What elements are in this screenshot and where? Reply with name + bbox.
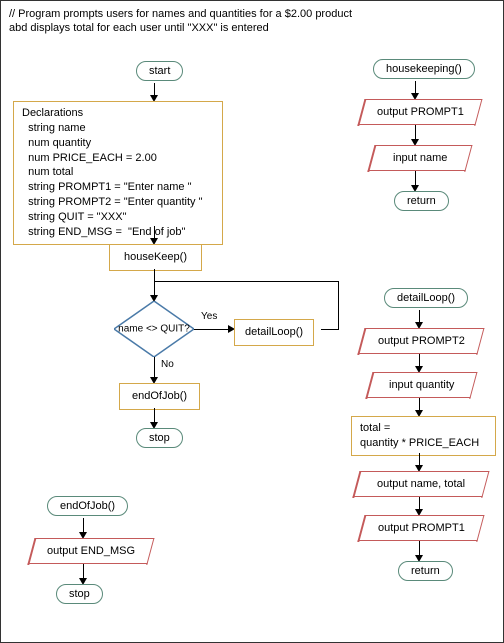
io-output-name-total: output name, total xyxy=(353,471,490,497)
comment-line1: // Program prompts users for names and q… xyxy=(9,7,352,21)
arrow xyxy=(194,329,230,330)
comment-block: // Program prompts users for names and q… xyxy=(9,7,352,36)
housekeeping-return: return xyxy=(394,191,449,211)
yes-label: Yes xyxy=(201,311,217,322)
arrow xyxy=(321,329,339,330)
endofjob-header: endOfJob() xyxy=(47,496,128,516)
arrow xyxy=(154,281,339,282)
endofjob-call: endOfJob() xyxy=(119,383,200,410)
io-input-name: input name xyxy=(368,145,473,171)
io-output-endmsg: output END_MSG xyxy=(28,538,155,564)
arrow xyxy=(154,269,155,297)
arrow xyxy=(154,357,155,379)
arrow xyxy=(338,281,339,330)
io-input-quantity: input quantity xyxy=(366,372,478,398)
main-start: start xyxy=(136,61,183,81)
housekeep-call: houseKeep() xyxy=(109,244,202,271)
detailloop-call: detailLoop() xyxy=(234,319,314,346)
declarations-box: Declarations string name num quantity nu… xyxy=(13,101,223,245)
decision-quit: name <> QUIT? xyxy=(114,301,194,357)
detailloop-return: return xyxy=(398,561,453,581)
no-label: No xyxy=(161,359,174,370)
detailloop-header: detailLoop() xyxy=(384,288,468,308)
calc-total: total = quantity * PRICE_EACH xyxy=(351,416,496,456)
endofjob-stop: stop xyxy=(56,584,103,604)
io-output-prompt1-hk: output PROMPT1 xyxy=(358,99,483,125)
main-stop: stop xyxy=(136,428,183,448)
comment-line2: abd displays total for each user until "… xyxy=(9,21,352,35)
flowchart-canvas: // Program prompts users for names and q… xyxy=(0,0,504,643)
io-output-prompt1-dl: output PROMPT1 xyxy=(358,515,485,541)
housekeeping-header: housekeeping() xyxy=(373,59,475,79)
io-output-prompt2: output PROMPT2 xyxy=(358,328,485,354)
decision-label: name <> QUIT? xyxy=(118,324,190,335)
